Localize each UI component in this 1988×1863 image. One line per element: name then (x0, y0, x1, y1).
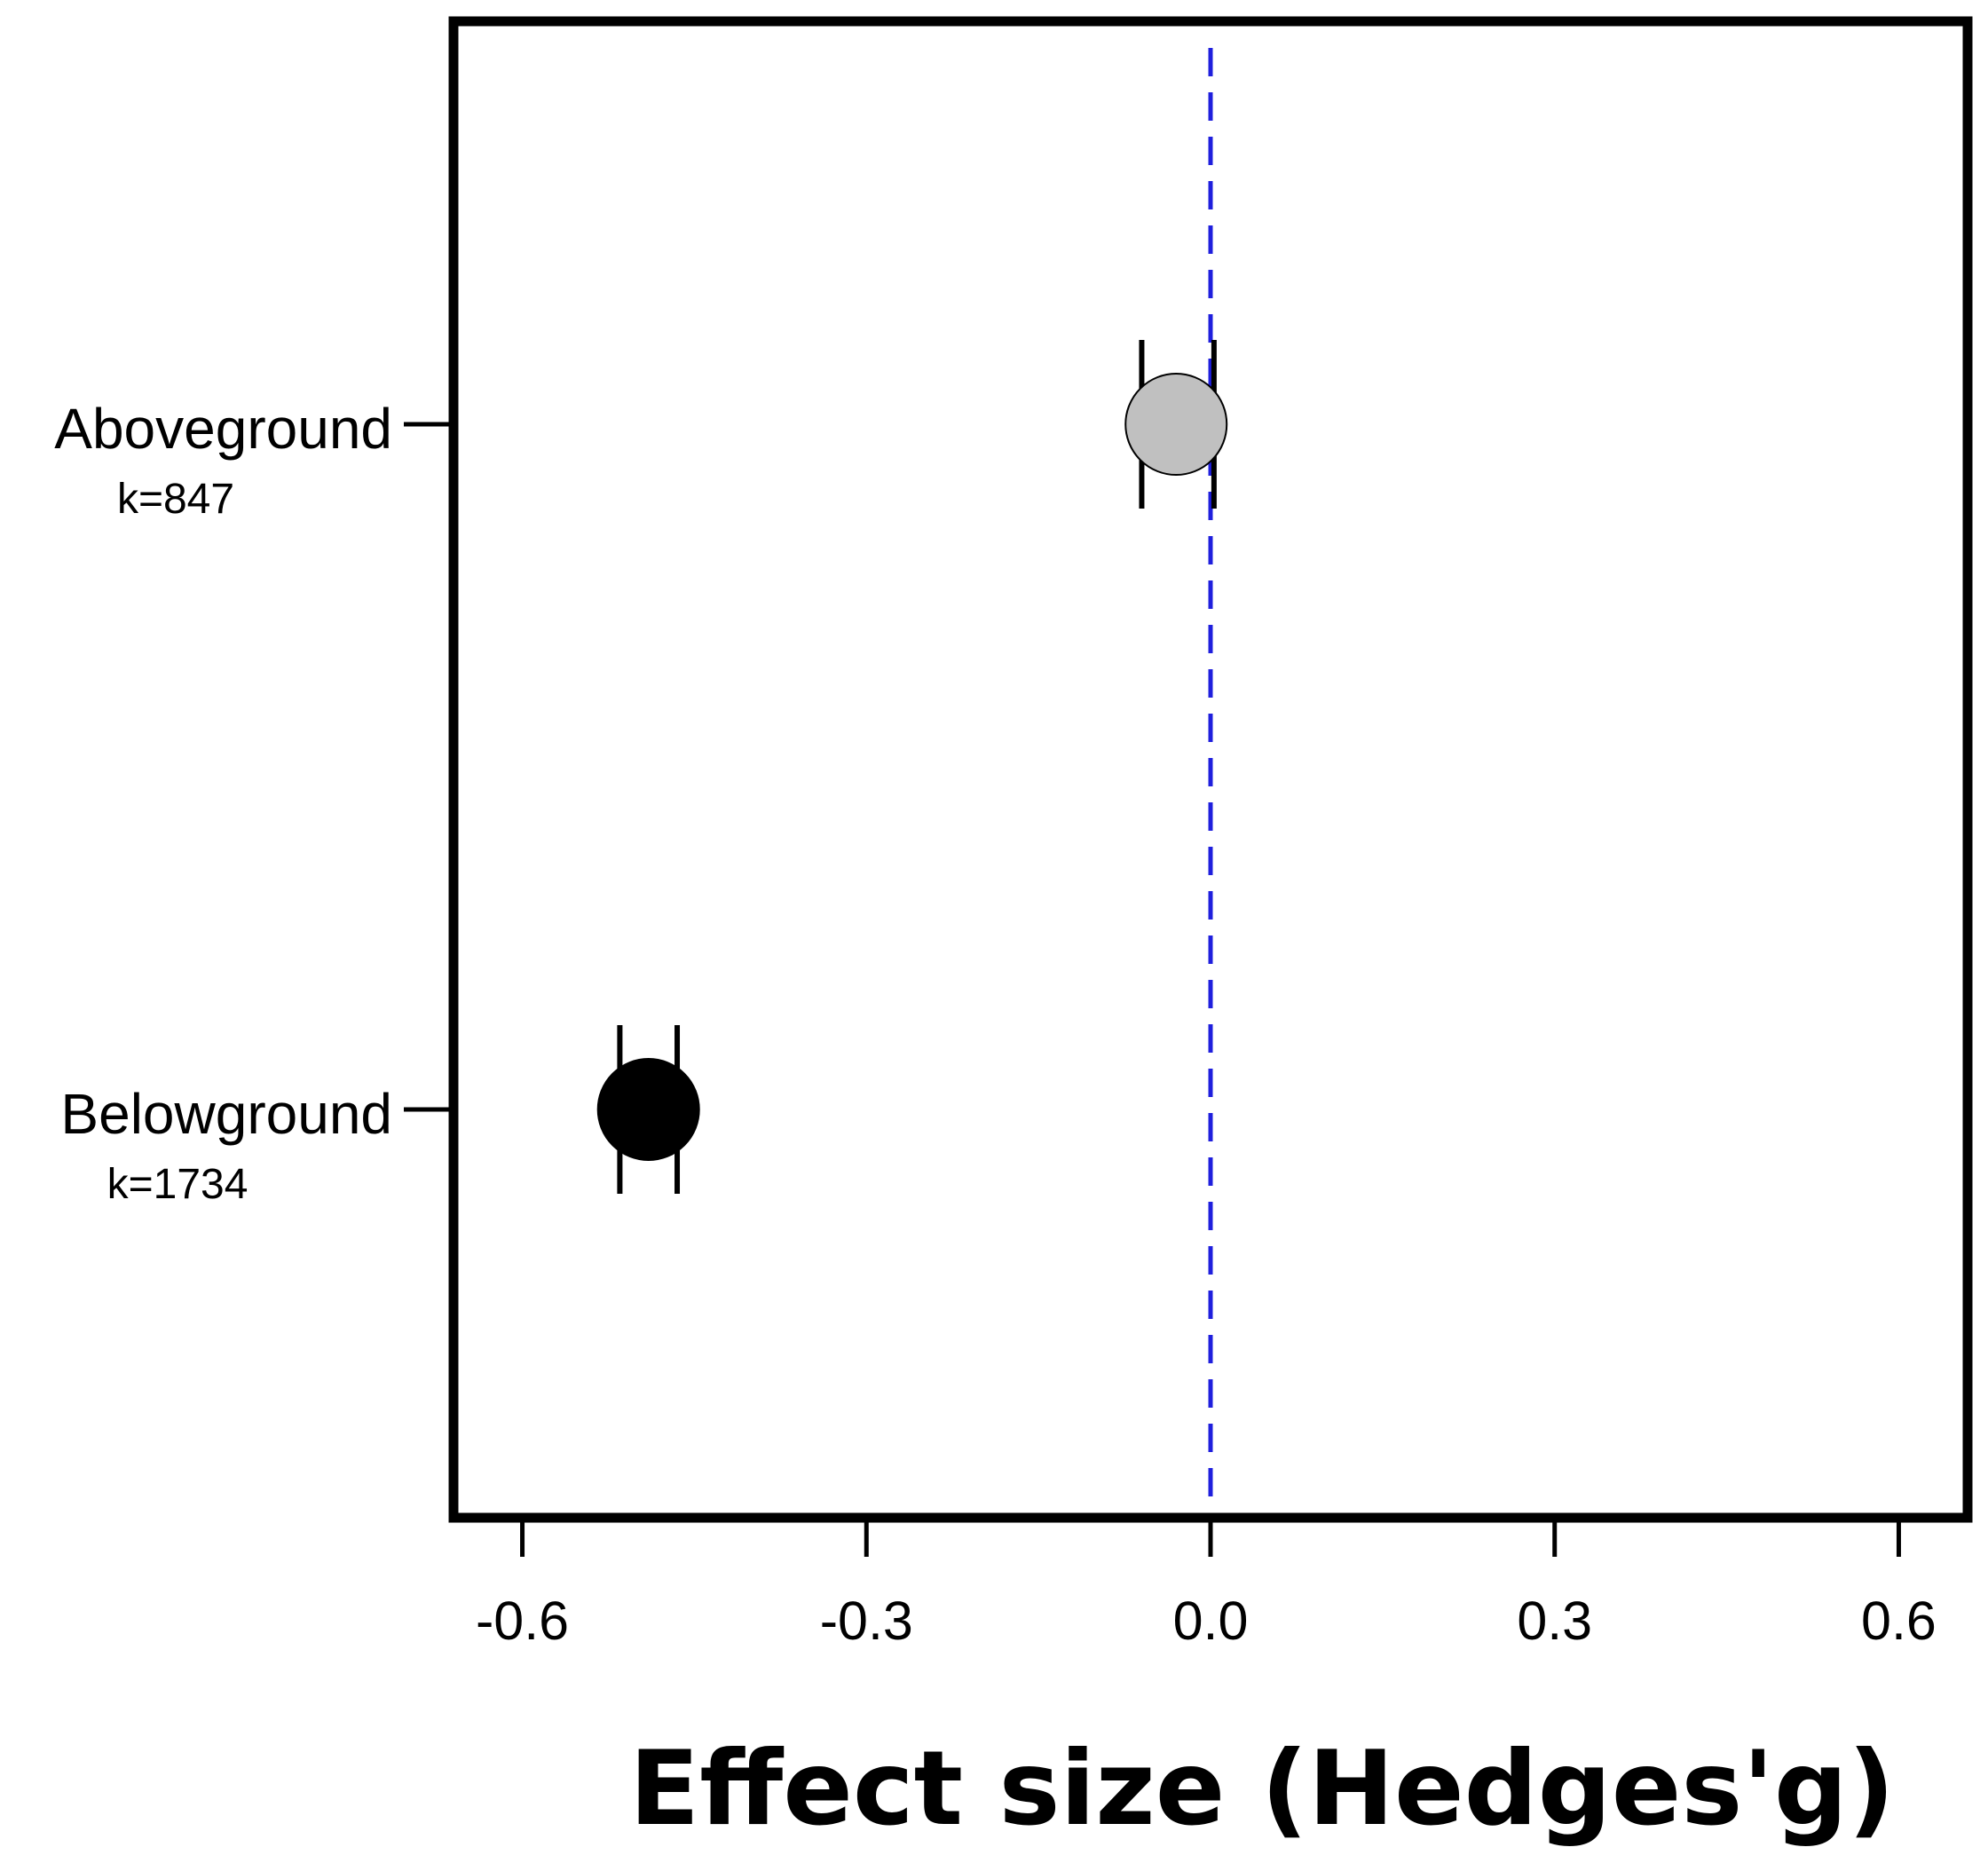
category-label-belowground: Belowground (60, 1082, 392, 1146)
sample-size-label-aboveground: k=847 (117, 476, 234, 523)
effect-markers (596, 340, 1228, 1194)
effect-point-aboveground (1124, 373, 1228, 476)
category-label-aboveground: Aboveground (54, 397, 392, 461)
x-axis-title: Effect size (Hedges'g) (629, 1729, 1895, 1849)
x-tick-label: -0.6 (476, 1591, 569, 1651)
x-tick-label: 0.3 (1517, 1591, 1592, 1651)
x-tick-label: 0.0 (1173, 1591, 1249, 1651)
x-tick-label: -0.3 (820, 1591, 913, 1651)
y-axis: Aboveground k=847 Belowground k=1734 (54, 397, 454, 1208)
effect-point-belowground (596, 1058, 700, 1161)
x-axis: -0.6 -0.3 0.0 0.3 0.6 (476, 1518, 1937, 1651)
x-tick-label: 0.6 (1861, 1591, 1937, 1651)
sample-size-label-belowground: k=1734 (107, 1161, 248, 1208)
